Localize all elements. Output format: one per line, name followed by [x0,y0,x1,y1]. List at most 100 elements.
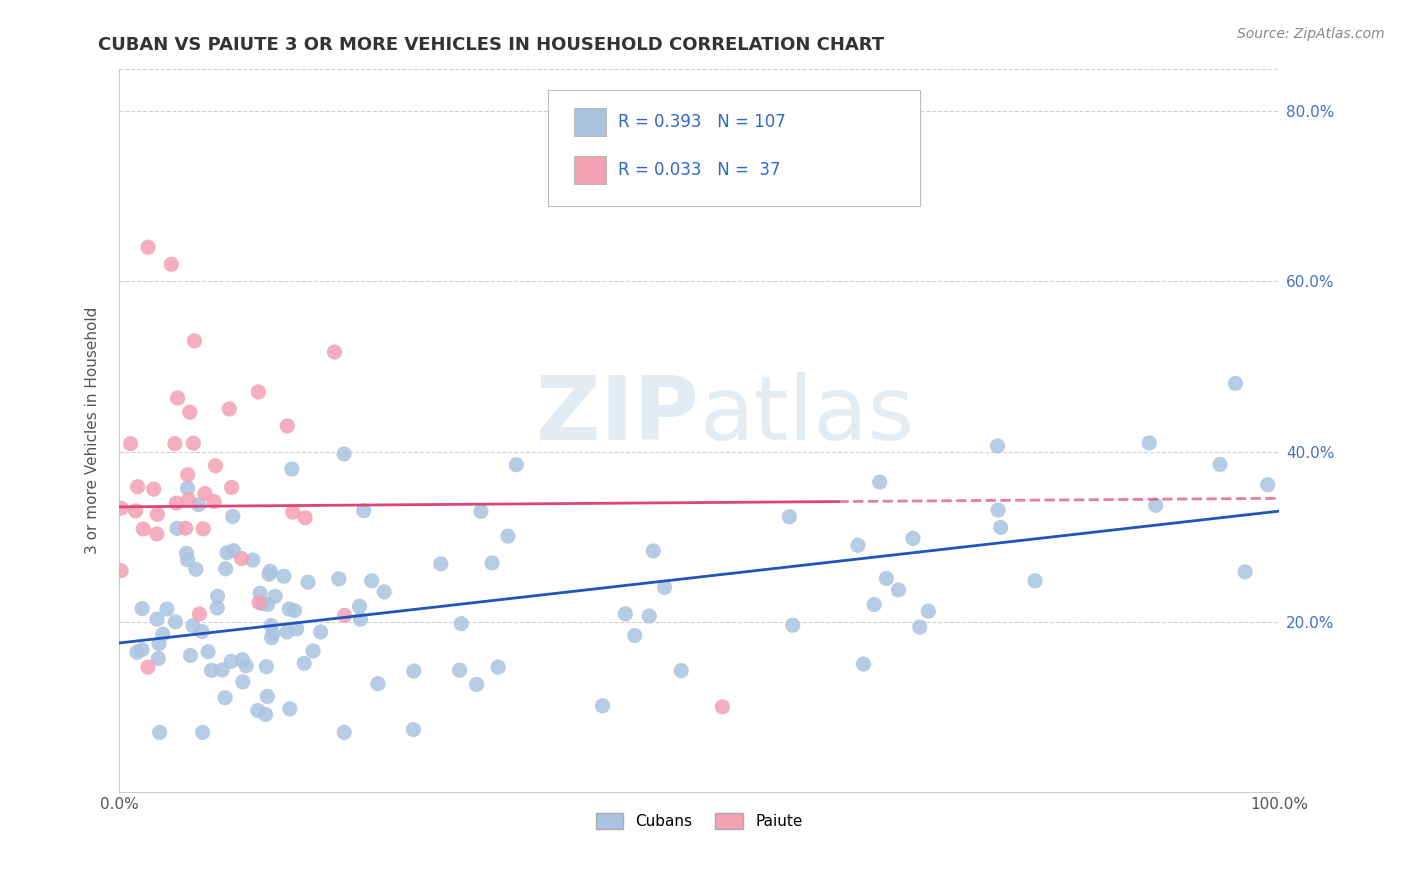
Point [294,510,316,524]
Point [188,607,211,621]
Point [465,677,488,691]
Point [281,505,304,519]
Point [148,637,170,651]
Point [592,698,614,713]
Point [273,569,295,583]
Point [211,663,233,677]
Point [160,257,183,271]
Point [711,699,734,714]
Text: Source: ZipAtlas.com: Source: ZipAtlas.com [1237,27,1385,41]
Point [152,627,174,641]
Point [191,725,214,739]
Point [156,602,179,616]
Point [360,574,382,588]
Point [373,585,395,599]
Point [470,504,492,518]
Point [643,544,665,558]
Point [221,480,243,494]
Point [917,604,939,618]
Point [259,564,281,578]
Text: ZIP: ZIP [537,372,699,459]
Point [254,707,277,722]
Point [987,503,1010,517]
Point [846,538,869,552]
Point [131,601,153,615]
Point [183,436,205,450]
Point [1225,376,1247,391]
Point [887,582,910,597]
Point [127,480,149,494]
Point [623,628,645,642]
Point [231,653,253,667]
Point [863,598,886,612]
Point [402,723,425,737]
Point [176,553,198,567]
Point [638,609,661,624]
Point [249,586,271,600]
Point [179,648,201,663]
Point [194,486,217,500]
Point [197,645,219,659]
Point [987,439,1010,453]
Point [908,620,931,634]
Point [349,599,371,614]
Point [207,601,229,615]
Point [177,467,200,482]
Point [349,612,371,626]
Point [204,458,226,473]
Point [1257,477,1279,491]
Point [250,596,273,610]
Point [505,458,527,472]
Point [283,604,305,618]
Point [193,522,215,536]
Point [231,551,253,566]
Point [276,419,298,434]
Point [207,589,229,603]
Point [669,664,692,678]
Point [146,527,169,541]
Point [297,575,319,590]
Point [181,618,204,632]
Point [990,520,1012,534]
Point [654,580,676,594]
Legend: Cubans, Paiute: Cubans, Paiute [589,806,808,835]
Text: CUBAN VS PAIUTE 3 OR MORE VEHICLES IN HOUSEHOLD CORRELATION CHART: CUBAN VS PAIUTE 3 OR MORE VEHICLES IN HO… [98,36,884,54]
Point [166,391,188,405]
Point [782,618,804,632]
Point [333,725,356,739]
Point [901,532,924,546]
Point [176,481,198,495]
Point [309,624,332,639]
Point [247,596,270,610]
Point [496,529,519,543]
Point [1234,565,1257,579]
Point [328,572,350,586]
Point [219,654,242,668]
Point [353,504,375,518]
Point [1209,458,1232,472]
Point [184,562,207,576]
Point [179,405,201,419]
Point [218,401,240,416]
Point [166,521,188,535]
Bar [574,109,606,136]
Point [260,618,283,632]
Point [176,546,198,560]
Point [214,690,236,705]
Point [146,612,169,626]
Point [430,557,453,571]
Text: R = 0.033   N =  37: R = 0.033 N = 37 [619,161,780,178]
Point [132,522,155,536]
Point [183,334,205,348]
Point [450,616,472,631]
Point [222,543,245,558]
Point [215,546,238,560]
Point [222,509,245,524]
Point [285,622,308,636]
Point [256,690,278,704]
Point [242,553,264,567]
Point [165,496,187,510]
Point [292,657,315,671]
Point [149,725,172,739]
Point [276,625,298,640]
